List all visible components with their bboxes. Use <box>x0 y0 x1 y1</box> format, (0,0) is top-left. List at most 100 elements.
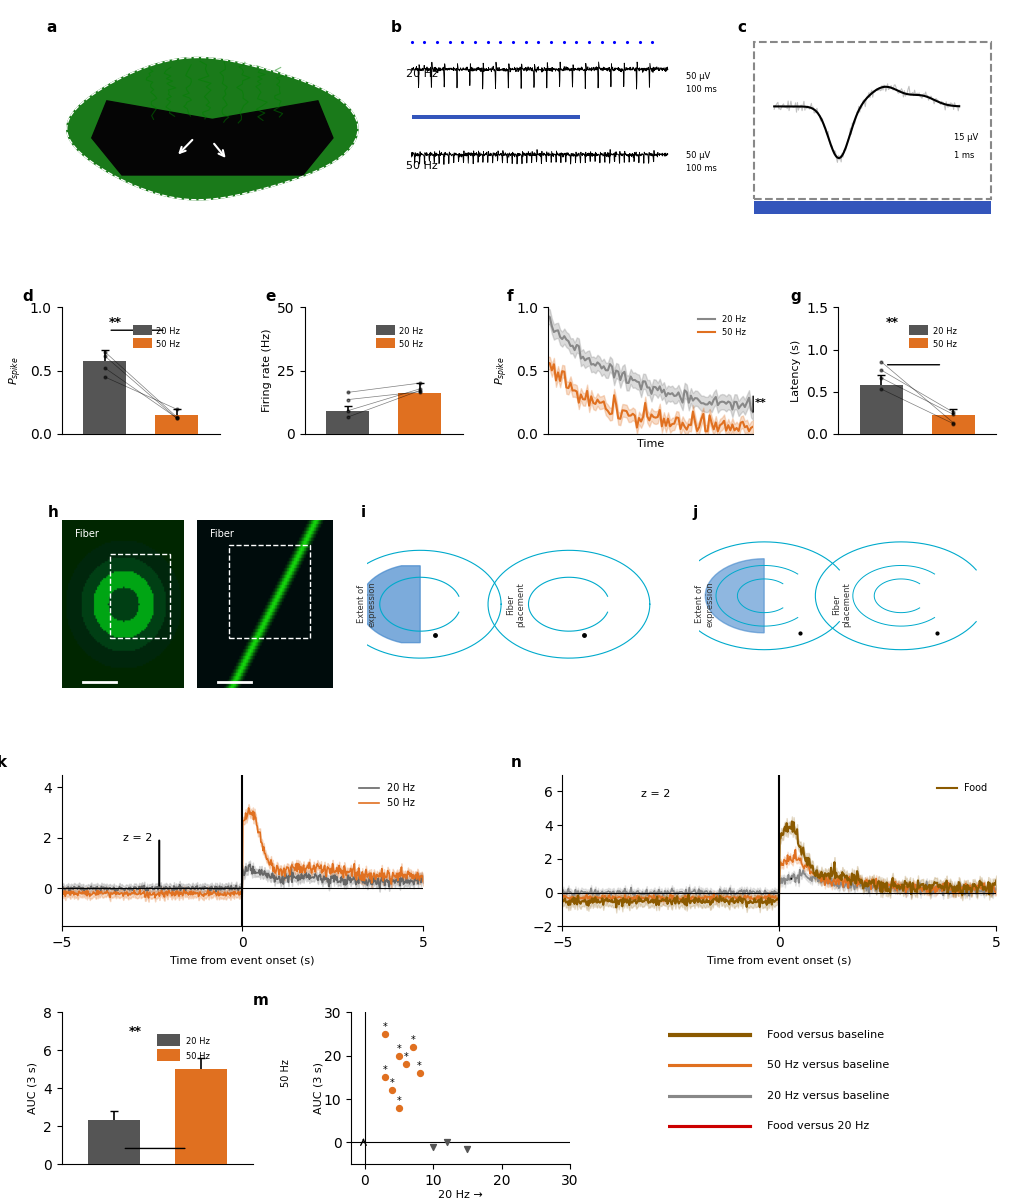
Text: 50 Hz: 50 Hz <box>406 162 438 172</box>
Y-axis label: Firing rate (Hz): Firing rate (Hz) <box>262 329 272 413</box>
50 Hz <box>647 410 659 425</box>
Bar <box>157 1049 180 1061</box>
Point <box>391 1046 408 1066</box>
Point <box>459 1139 476 1158</box>
Food <box>990 874 1002 888</box>
50 Hz <box>732 424 745 438</box>
Point <box>405 1038 421 1057</box>
Text: Extent of
expression: Extent of expression <box>695 581 715 628</box>
Bar <box>376 337 394 348</box>
Bar <box>327 412 370 434</box>
X-axis label: 20 Hz →: 20 Hz → <box>439 1190 483 1200</box>
Text: d: d <box>23 289 33 304</box>
Bar <box>157 1033 180 1045</box>
Bar <box>175 1069 227 1164</box>
50 Hz <box>272 862 284 876</box>
20 Hz <box>410 874 422 888</box>
Text: 50 Hz: 50 Hz <box>156 340 181 349</box>
Food <box>982 881 994 895</box>
Text: *: * <box>411 1034 415 1045</box>
Y-axis label: $P_{spike}$: $P_{spike}$ <box>494 356 510 385</box>
Point <box>412 1063 428 1082</box>
Text: j: j <box>693 505 698 520</box>
50 Hz <box>699 424 712 438</box>
Bar <box>132 337 152 348</box>
Text: z = 2: z = 2 <box>122 833 152 842</box>
Line: 20 Hz: 20 Hz <box>62 864 423 892</box>
Bar <box>87 1121 140 1164</box>
Polygon shape <box>67 58 358 200</box>
20 Hz <box>730 395 743 409</box>
Text: 20 Hz: 20 Hz <box>406 68 438 79</box>
20 Hz <box>664 386 677 401</box>
Bar <box>155 415 198 434</box>
20 Hz <box>353 868 366 882</box>
Text: b: b <box>390 20 402 35</box>
Bar <box>860 385 903 434</box>
Text: n: n <box>510 755 521 770</box>
Text: 50 Hz: 50 Hz <box>280 1060 291 1087</box>
Y-axis label: AUC (3 s): AUC (3 s) <box>28 1062 37 1114</box>
Text: *: * <box>417 1061 422 1070</box>
Food <box>610 900 622 914</box>
Text: **: ** <box>885 317 899 330</box>
Text: 20 Hz: 20 Hz <box>186 1037 210 1046</box>
Bar <box>931 415 975 434</box>
Text: c: c <box>737 20 747 35</box>
20 Hz <box>228 881 240 895</box>
Text: *: * <box>383 1066 388 1075</box>
20 Hz <box>736 396 749 410</box>
Point <box>384 1081 401 1100</box>
Text: 100 ms: 100 ms <box>686 164 717 173</box>
Text: 1 ms: 1 ms <box>954 151 975 161</box>
Bar <box>132 325 152 335</box>
50 Hz <box>747 419 759 433</box>
Text: *: * <box>383 1022 388 1032</box>
Food <box>914 881 926 895</box>
Point <box>377 1068 393 1087</box>
Text: h: h <box>48 505 59 520</box>
Text: **: ** <box>109 317 122 330</box>
20 Hz <box>589 359 602 373</box>
Text: Fiber
placement: Fiber placement <box>832 582 851 626</box>
Bar <box>909 325 928 335</box>
Food <box>786 815 798 829</box>
Y-axis label: $P_{spike}$: $P_{spike}$ <box>8 356 25 385</box>
Text: 20 Hz: 20 Hz <box>156 328 181 336</box>
Text: 50 Hz versus baseline: 50 Hz versus baseline <box>766 1061 889 1070</box>
50 Hz <box>353 869 366 883</box>
20 Hz <box>230 878 242 893</box>
50 Hz <box>410 868 422 882</box>
Line: 50 Hz: 50 Hz <box>62 808 423 898</box>
50 Hz <box>589 397 602 412</box>
Line: 20 Hz: 20 Hz <box>547 316 753 413</box>
Bar <box>398 394 442 434</box>
Point <box>439 1133 455 1152</box>
20 Hz <box>541 308 554 323</box>
50 Hz <box>581 384 594 398</box>
Text: z = 2: z = 2 <box>642 790 671 799</box>
Legend: 20 Hz, 50 Hz: 20 Hz, 50 Hz <box>695 312 749 341</box>
Text: a: a <box>46 20 56 35</box>
Polygon shape <box>91 101 333 175</box>
Text: 20 Hz: 20 Hz <box>933 328 957 336</box>
Text: *: * <box>404 1052 409 1062</box>
Bar <box>376 325 394 335</box>
50 Hz <box>664 419 677 433</box>
50 Hz <box>55 887 68 901</box>
Text: *: * <box>390 1078 394 1088</box>
20 Hz <box>109 884 121 899</box>
Point <box>397 1055 414 1074</box>
20 Hz <box>253 866 265 881</box>
Bar <box>83 360 126 434</box>
Text: 50 Hz: 50 Hz <box>933 340 957 349</box>
Line: Food: Food <box>563 822 996 907</box>
FancyBboxPatch shape <box>412 115 580 119</box>
50 Hz <box>228 888 240 902</box>
Polygon shape <box>359 565 420 643</box>
50 Hz <box>541 355 554 370</box>
20 Hz <box>747 406 759 420</box>
Text: f: f <box>506 289 514 304</box>
Text: *: * <box>396 1044 402 1054</box>
Text: Fiber
placement: Fiber placement <box>505 582 525 626</box>
